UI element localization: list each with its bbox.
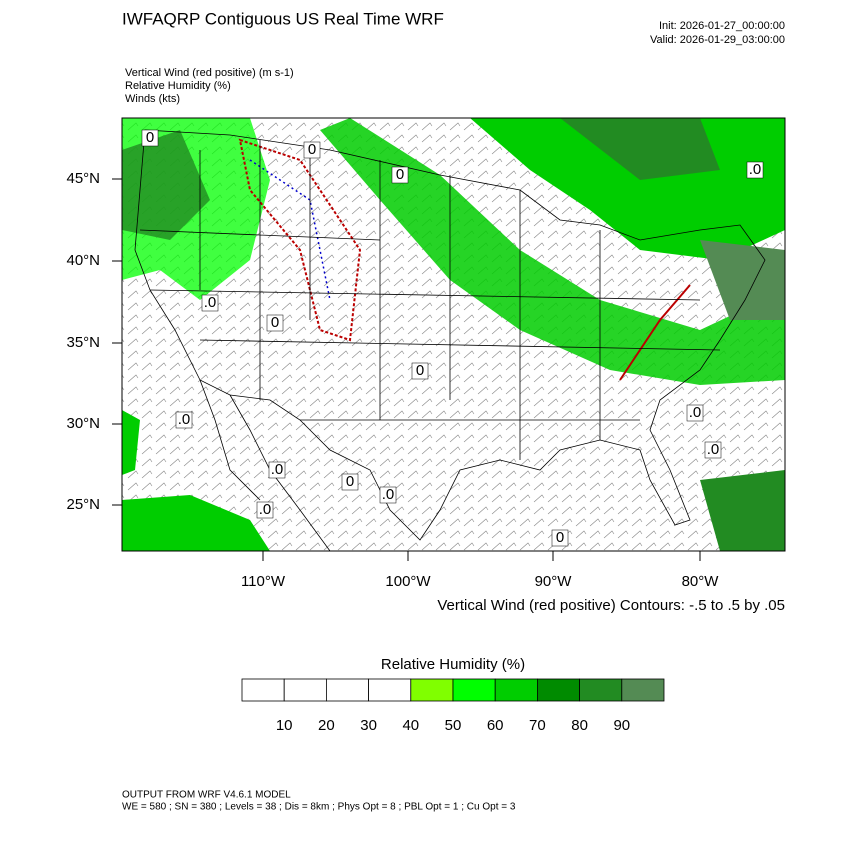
contour-label-box (341, 473, 359, 491)
footer-model: OUTPUT FROM WRF V4.6.1 MODEL (122, 790, 291, 801)
title: IWFAQRP Contiguous US Real Time WRF (122, 9, 444, 28)
colorbar-label: 10 (276, 717, 293, 734)
humidity-area (122, 495, 270, 551)
field-label: Winds (kts) (125, 93, 180, 105)
us-outline (134, 129, 766, 541)
contour-label-box (201, 294, 219, 312)
map: 0 0 0 .0 0 0 .0 .0 0 .0 .0 .0 .0 0 .0 (122, 118, 785, 551)
colorbar: 10 20 30 40 50 60 70 80 90 (241, 678, 665, 734)
contour-label: .0 (749, 161, 762, 178)
contour-label-box (391, 166, 409, 184)
contour-labels: 0 0 0 .0 0 0 .0 .0 0 .0 .0 .0 .0 0 .0 (141, 129, 764, 547)
contour-label: .0 (178, 411, 191, 428)
humidity-area (122, 130, 210, 240)
lat-label: 40°N (66, 252, 100, 269)
valid-time: Valid: 2026-01-29_03:00:00 (650, 34, 785, 46)
contour-label: 0 (146, 129, 154, 146)
humidity-area (700, 240, 785, 320)
contour-label: .0 (382, 486, 395, 503)
humidity-area (560, 118, 720, 180)
contour-label: 0 (396, 166, 404, 183)
colorbar-label: 30 (360, 717, 377, 734)
map-frame (121, 117, 786, 552)
lat-label: 25°N (66, 496, 100, 513)
colorbar-label: 60 (487, 717, 504, 734)
colorbar-box (325, 678, 369, 702)
field-label: Vertical Wind (red positive) (m s-1) (125, 67, 294, 79)
footer-config: WE = 580 ; SN = 380 ; Levels = 38 ; Dis … (122, 802, 516, 813)
vertical-wind-contours (249, 159, 331, 301)
colorbar-box (368, 678, 412, 702)
contour-label: 0 (346, 473, 354, 490)
contour-label: 0 (556, 529, 564, 546)
lat-label: 30°N (66, 415, 100, 432)
contour-label: .0 (204, 294, 217, 311)
contour-label: 0 (308, 141, 316, 158)
colorbar-box (452, 678, 496, 702)
contour-label-box (746, 161, 764, 179)
contour-label-box (379, 486, 397, 504)
vertical-wind-contours (619, 284, 691, 381)
contour-label-box (175, 411, 193, 429)
contour-label-box (256, 501, 274, 519)
colorbar-label: 40 (402, 717, 419, 734)
contour-label-box (411, 362, 429, 380)
contour-label-box (266, 314, 284, 332)
colorbar-label: 90 (613, 717, 630, 734)
colorbar-box (537, 678, 581, 702)
lon-label: 90°W (535, 573, 573, 590)
colorbar-box (241, 678, 285, 702)
contour-label-box (141, 129, 159, 147)
colorbar-box (410, 678, 454, 702)
colorbar-box (283, 678, 327, 702)
lon-label: 100°W (385, 573, 431, 590)
colorbar-label: 70 (529, 717, 546, 734)
lon-label: 110°W (241, 573, 286, 590)
contour-label: 0 (271, 314, 279, 331)
contour-label-box (303, 141, 321, 159)
colorbar-box (494, 678, 538, 702)
lon-label: 80°W (682, 573, 720, 590)
contour-label: .0 (259, 501, 272, 518)
lat-label: 45°N (66, 170, 100, 187)
contour-note: Vertical Wind (red positive) Contours: -… (437, 597, 785, 614)
humidity-area (122, 410, 140, 475)
humidity-area (700, 470, 785, 551)
contour-label: .0 (271, 461, 284, 478)
init-time: Init: 2026-01-27_00:00:00 (659, 20, 785, 32)
contour-label-box (704, 441, 722, 459)
contour-label: 0 (416, 362, 424, 379)
map-axes: 45°N 40°N 35°N 30°N 25°N 110°W 100°W 90°W 80°W (66, 170, 719, 590)
contour-label: .0 (707, 441, 720, 458)
contour-label-box (551, 529, 569, 547)
humidity-band (320, 118, 785, 385)
colorbar-label: 20 (318, 717, 335, 734)
state-borders (139, 140, 721, 460)
field-label: Relative Humidity (%) (125, 80, 231, 92)
colorbar-title: Relative Humidity (%) (381, 656, 525, 673)
contour-label-box (686, 404, 704, 422)
contour-label: .0 (689, 404, 702, 421)
colorbar-label: 80 (571, 717, 588, 734)
lat-label: 35°N (66, 334, 100, 351)
contour-label-box (268, 461, 286, 479)
colorbar-box (579, 678, 623, 702)
colorbar-label: 50 (445, 717, 462, 734)
colorbar-box (621, 678, 665, 702)
